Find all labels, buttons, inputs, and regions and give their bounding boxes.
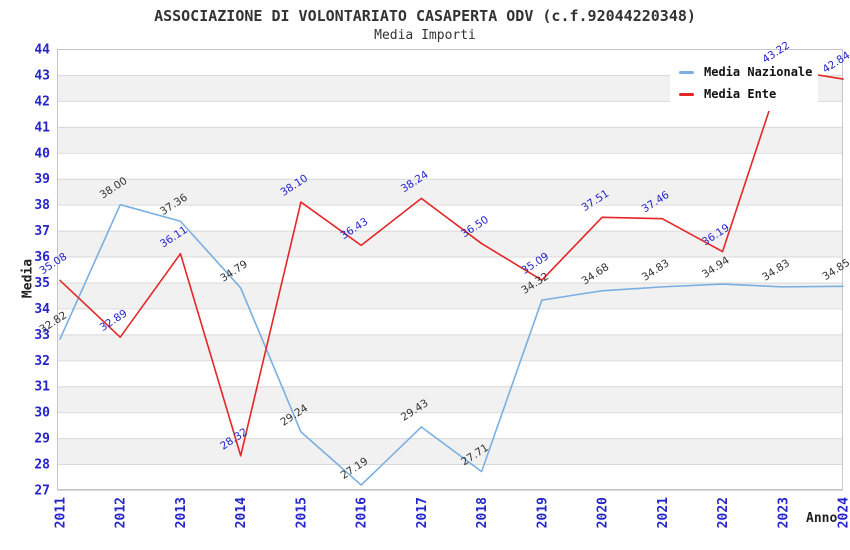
y-tick-label: 35 [34, 276, 50, 291]
y-tick-label: 31 [34, 380, 50, 395]
plot-band [57, 230, 843, 257]
x-tick-label: 2013 [174, 497, 189, 528]
x-tick-label: 2019 [535, 497, 550, 528]
plot-band [57, 204, 843, 231]
plot-band [57, 412, 843, 439]
chart-subtitle: Media Importi [374, 28, 476, 43]
legend-label-media-ente: Media Ente [704, 87, 777, 101]
chart-title: ASSOCIAZIONE DI VOLONTARIATO CASAPERTA O… [154, 7, 696, 25]
plot-band [57, 308, 843, 335]
legend-item-media-nazionale: Media Nazionale [679, 61, 818, 83]
y-tick-label: 33 [34, 328, 50, 343]
y-tick-label: 39 [34, 172, 50, 187]
x-tick-label: 2024 [837, 497, 850, 528]
plot-band [57, 282, 843, 309]
y-tick-label: 42 [34, 94, 50, 109]
x-tick-label: 2023 [776, 497, 791, 528]
y-tick-label: 29 [34, 432, 50, 447]
x-tick-label: 2021 [656, 497, 671, 528]
legend-item-media-ente: Media Ente [679, 83, 818, 105]
series-line-0 [59, 203, 844, 486]
y-tick-label: 36 [34, 250, 50, 265]
y-tick-label: 30 [34, 406, 50, 421]
y-tick-label: 27 [34, 484, 50, 499]
x-axis-title: Anno [806, 511, 838, 526]
legend-line-swatch-ente-icon [679, 92, 694, 96]
y-tick-label: 28 [34, 458, 50, 473]
y-tick-label: 40 [34, 146, 50, 161]
y-tick-label: 32 [34, 354, 50, 369]
x-tick-label: 2016 [355, 497, 370, 528]
plot-band [57, 334, 843, 361]
y-tick-label: 37 [34, 224, 50, 239]
legend-label-media-nazionale: Media Nazionale [704, 65, 813, 79]
x-tick-label: 2020 [596, 497, 611, 528]
x-tick-label: 2022 [716, 497, 731, 528]
y-tick-label: 41 [34, 120, 50, 135]
x-tick-label: 2011 [54, 497, 69, 528]
x-tick-label: 2018 [475, 497, 490, 528]
x-tick-label: 2017 [415, 497, 430, 528]
plot-band [57, 438, 843, 465]
x-tick-label: 2012 [114, 497, 129, 528]
plot-band [57, 360, 843, 387]
legend-line-swatch-nazionale-icon [679, 70, 694, 74]
plot-band [57, 386, 843, 413]
y-tick-label: 44 [34, 43, 50, 58]
plot-band [57, 126, 843, 153]
plot-band [57, 464, 843, 490]
x-tick-label: 2014 [234, 497, 249, 528]
plot-border [57, 49, 843, 490]
y-tick-label: 34 [34, 302, 50, 317]
x-tick-label: 2015 [294, 497, 309, 528]
series-line-1 [59, 68, 844, 457]
plot-band [57, 178, 843, 205]
y-tick-label: 43 [34, 68, 50, 83]
y-tick-label: 38 [34, 198, 50, 213]
legend: Media Nazionale Media Ente [670, 57, 818, 111]
plot-band [57, 152, 843, 179]
